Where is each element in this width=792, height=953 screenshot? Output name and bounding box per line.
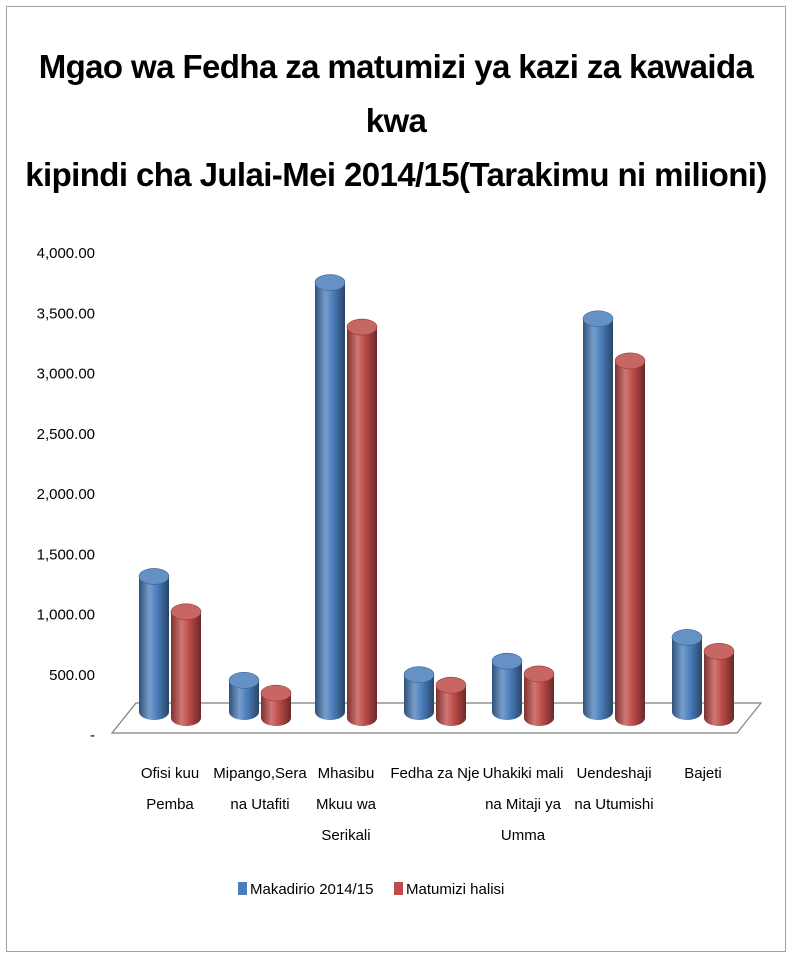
legend-label: Matumizi halisi [406, 881, 504, 898]
bar-body [139, 576, 169, 720]
x-tick-label: Serikali [321, 827, 370, 844]
y-tick-label: 1,500.00 [37, 546, 95, 563]
x-tick-label: na Mitaji ya [485, 796, 562, 813]
x-tick-label: Uhakiki mali [483, 765, 564, 782]
legend-swatch [394, 882, 403, 895]
bar-matumizi [614, 352, 646, 726]
bar-body [672, 637, 702, 720]
legend-item: Makadirio 2014/15 [238, 881, 373, 898]
bar-body [704, 651, 734, 726]
bar-body [347, 327, 377, 726]
bar-makadirio [228, 672, 260, 720]
bar-body [436, 685, 466, 726]
bar-body [261, 693, 291, 726]
bar-top [523, 665, 555, 683]
x-tick-label: Ofisi kuu [141, 765, 199, 782]
y-tick-label: 2,000.00 [37, 486, 95, 503]
legend: Makadirio 2014/15 Matumizi halisi [238, 881, 504, 898]
y-tick-label: 3,500.00 [37, 305, 95, 322]
y-tick-label: 2,500.00 [37, 426, 95, 443]
bar-top [582, 310, 614, 328]
bar-body [583, 318, 613, 720]
bar-body [492, 661, 522, 720]
chart-title: Mgao wa Fedha za matumizi ya kazi za kaw… [20, 40, 772, 202]
bar-makadirio [314, 274, 346, 720]
x-tick-label: Uendeshaji [576, 765, 651, 782]
bar-top [435, 676, 467, 694]
bar-top [228, 672, 260, 689]
legend-label: Makadirio 2014/15 [250, 881, 373, 898]
bar-body [524, 673, 554, 726]
bar-top [671, 629, 703, 646]
legend-item: Matumizi halisi [394, 881, 504, 898]
x-tick-label: Umma [501, 827, 546, 844]
x-tick-label: Mkuu wa [316, 796, 377, 813]
bar-makadirio [671, 629, 703, 720]
x-tick-label: na Utumishi [574, 796, 653, 813]
bar-top [403, 666, 435, 684]
chart-title-line-2: kipindi cha Julai-Mei 2014/15(Tarakimu n… [25, 156, 767, 193]
x-tick-label: Fedha za Nje [390, 765, 479, 782]
x-tick-label: Mipango,Sera [213, 765, 307, 782]
bar-matumizi [703, 643, 735, 726]
bar-body [315, 282, 345, 720]
x-axis: Ofisi kuu Pemba Mipango,Sera na Utafiti Mhas… [141, 765, 722, 844]
bar-top [346, 318, 378, 336]
bar-top [170, 603, 202, 621]
bar-matumizi [260, 684, 292, 726]
bar-makadirio [403, 666, 435, 720]
legend-swatch [238, 882, 247, 895]
bar-body [404, 674, 434, 720]
x-tick-label: Pemba [146, 796, 194, 813]
bars [138, 274, 735, 726]
y-tick-label: - [90, 727, 95, 744]
y-tick-label: 4,000.00 [37, 245, 95, 262]
bar-makadirio [582, 310, 614, 720]
bar-body [615, 360, 645, 726]
y-tick-label: 1,000.00 [37, 607, 95, 624]
x-tick-label: Mhasibu [318, 765, 375, 782]
bar-body [171, 611, 201, 726]
chart-frame [6, 6, 786, 952]
bar-top [703, 643, 735, 660]
bar-matumizi [523, 665, 555, 726]
y-tick-label: 500.00 [49, 667, 95, 684]
bar-makadirio [138, 568, 170, 720]
bar-top [138, 568, 170, 585]
bar-matumizi [435, 676, 467, 726]
x-tick-label: Bajeti [684, 765, 722, 782]
y-tick-label: 3,000.00 [37, 366, 95, 383]
bar-matumizi [346, 318, 378, 726]
bar-matumizi [170, 603, 202, 726]
bar-top [260, 684, 292, 702]
bar-makadirio [491, 652, 523, 720]
bar-top [491, 652, 523, 670]
bar-top [314, 274, 346, 291]
y-axis: - 500.00 1,000.00 1,500.00 2,000.00 2,500.00 3… [37, 245, 95, 744]
x-tick-label: na Utafiti [230, 796, 289, 813]
bar-top [614, 352, 646, 370]
bar-body [229, 680, 259, 720]
chart-title-line-1: Mgao wa Fedha za matumizi ya kazi za kaw… [38, 48, 754, 139]
